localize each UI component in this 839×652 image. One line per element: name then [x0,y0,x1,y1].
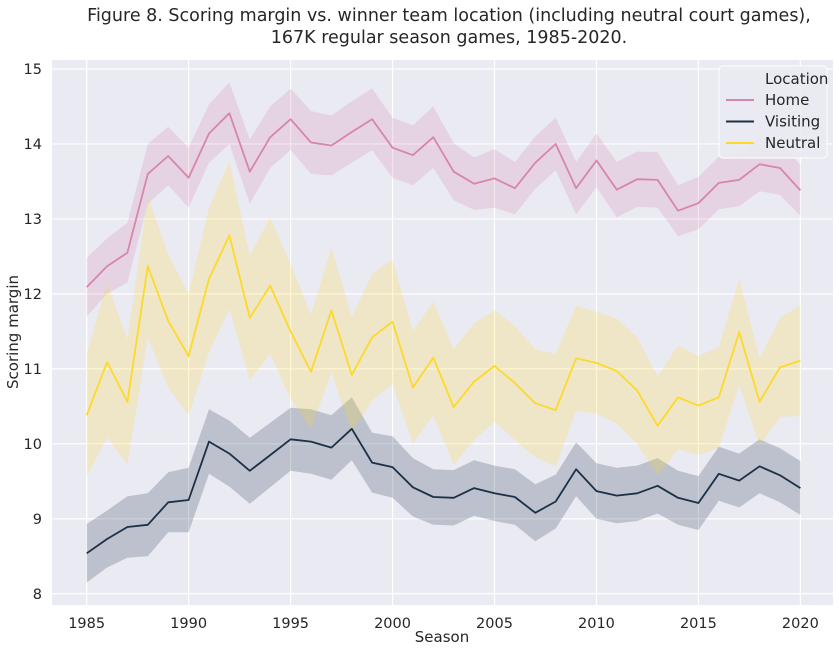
x-tick-labels: 1985 1990 1995 2000 2005 2010 2015 2020 [68,616,819,632]
legend-label-visiting: Visiting [765,113,820,131]
band-visiting [86,397,801,583]
x-tick-label: 2010 [578,616,615,632]
y-tick-label: 11 [24,362,42,378]
y-tick-label: 12 [24,287,42,303]
band-home [86,82,801,317]
line-neutral [85,234,801,427]
y-tick-label: 9 [33,512,42,528]
x-tick-label: 1995 [272,616,309,632]
chart-title-line2: 167K regular season games, 1985-2020. [271,28,628,48]
legend: Location Home Visiting Neutral [718,65,828,159]
y-tick-label: 10 [24,437,42,453]
x-axis-label: Season [415,628,469,646]
y-axis-label: Scoring margin [4,275,22,389]
y-tick-labels: 8 9 10 11 12 13 14 15 [24,62,42,603]
line-home [86,112,802,288]
x-tick-label: 1990 [170,616,207,632]
legend-label-home: Home [765,91,809,109]
y-tick-label: 13 [24,212,42,228]
x-tick-label: 1985 [68,616,105,632]
x-tick-label: 2015 [680,616,717,632]
series-lines [85,112,802,555]
plot-area [52,60,833,605]
legend-title: Location [765,70,828,88]
band-neutral [86,162,801,477]
x-tick-label: 2000 [374,616,411,632]
confidence-bands [86,82,801,583]
y-tick-label: 15 [24,62,42,78]
x-tick-label: 2005 [476,616,513,632]
legend-box [718,65,828,159]
legend-label-neutral: Neutral [765,134,820,152]
y-tick-label: 8 [33,587,42,603]
y-tick-label: 14 [24,137,42,153]
chart-title-line1: Figure 8. Scoring margin vs. winner team… [87,6,811,26]
line-visiting [86,427,801,555]
legend-items: Home Visiting Neutral [726,91,820,152]
x-tick-label: 2020 [782,616,819,632]
